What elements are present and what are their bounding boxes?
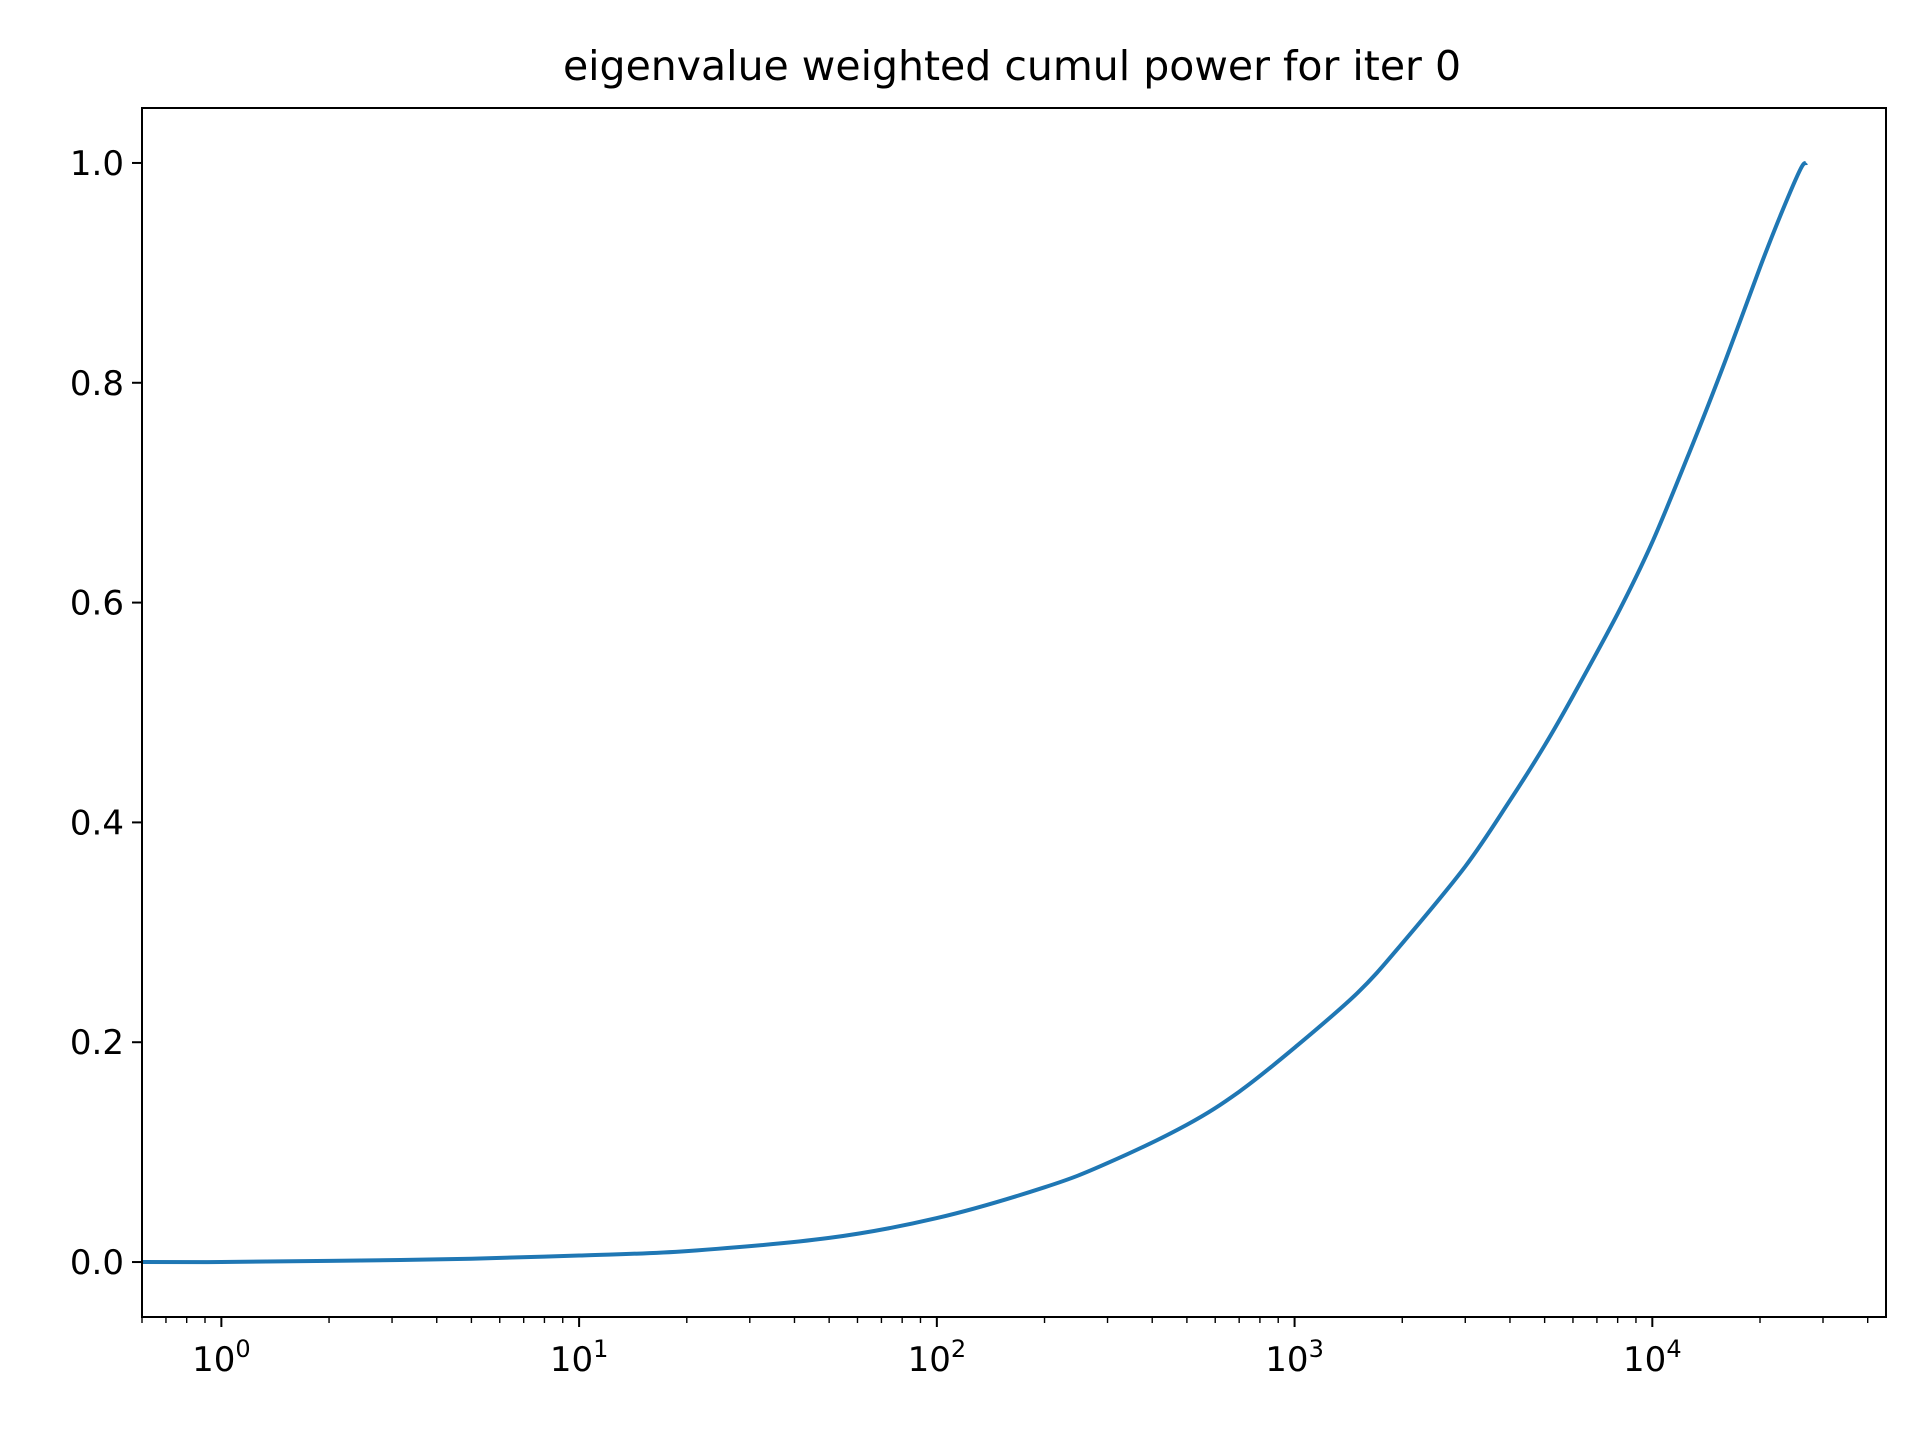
x-tick-base: 10 <box>1623 1340 1666 1380</box>
x-tick-label: 102 <box>908 1335 967 1380</box>
y-tick-label: 0.2 <box>70 1023 124 1063</box>
x-tick-base: 10 <box>192 1340 235 1380</box>
x-tick-exponent: 2 <box>951 1335 966 1363</box>
x-tick-exponent: 3 <box>1309 1335 1324 1363</box>
x-tick-label: 100 <box>192 1335 251 1380</box>
x-tick-base: 10 <box>908 1340 951 1380</box>
y-tick-label: 0.0 <box>70 1243 124 1283</box>
x-tick-label: 104 <box>1623 1335 1682 1380</box>
y-tick-label: 0.4 <box>70 803 124 843</box>
x-tick-label: 101 <box>550 1335 609 1380</box>
y-tick-label: 0.8 <box>70 364 124 404</box>
x-tick-exponent: 4 <box>1666 1335 1681 1363</box>
y-tick-label: 0.6 <box>70 584 124 624</box>
chart-title: eigenvalue weighted cumul power for iter… <box>563 42 1461 90</box>
x-tick-exponent: 1 <box>593 1335 608 1363</box>
y-tick-label: 1.0 <box>70 144 124 184</box>
x-tick-base: 10 <box>1265 1340 1308 1380</box>
x-tick-exponent: 0 <box>235 1335 250 1363</box>
x-tick-base: 10 <box>550 1340 593 1380</box>
series-line <box>141 160 1809 1265</box>
axes-frame <box>141 107 1887 1318</box>
x-tick-label: 103 <box>1265 1335 1324 1380</box>
